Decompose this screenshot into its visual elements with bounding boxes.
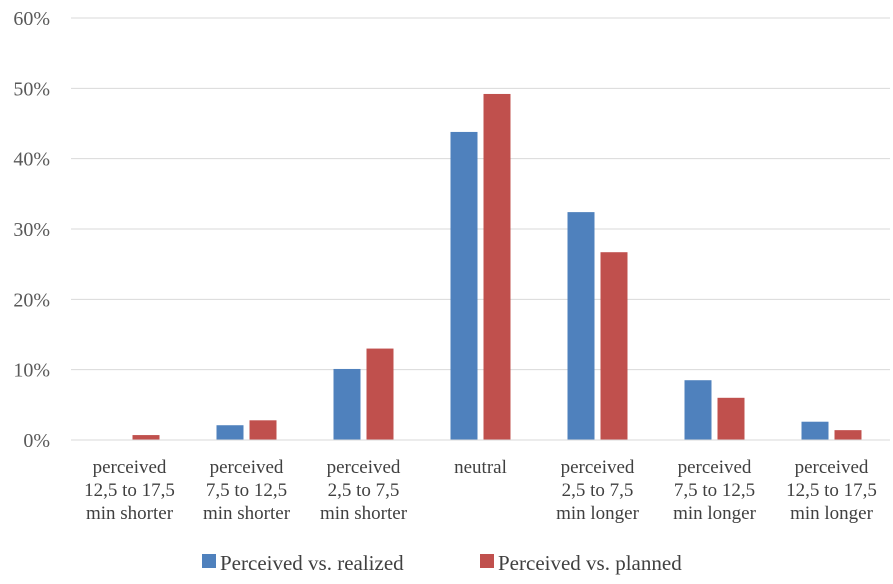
bar-series-1-category-5 <box>717 397 745 440</box>
bar-series-0-category-3 <box>450 131 478 440</box>
bar-series-0-category-6 <box>801 421 829 440</box>
x-category-label: perceived 2,5 to 7,5 min longer <box>556 457 640 524</box>
x-category-label-line: 2,5 to 7,5 <box>328 480 400 501</box>
x-category-label: perceived 12,5 to 17,5 min shorter <box>84 457 175 524</box>
y-tick-label: 50% <box>13 78 50 100</box>
x-category-label: perceived 7,5 to 12,5 min shorter <box>203 457 291 524</box>
bar-series-0-category-1 <box>216 425 244 440</box>
x-category-label-line: perceived <box>795 457 869 478</box>
x-category-label-line: 7,5 to 12,5 <box>674 480 755 501</box>
x-axis-category-labels: perceived 12,5 to 17,5 min shorterperceive… <box>84 457 877 524</box>
legend-label: Perceived vs. planned <box>498 551 682 575</box>
bar-series-1-category-0 <box>132 435 160 440</box>
x-category-label: perceived 7,5 to 12,5 min longer <box>673 457 757 524</box>
x-category-label-line: neutral <box>454 457 507 478</box>
y-tick-label: 40% <box>13 149 50 171</box>
x-category-label: perceived 2,5 to 7,5 min shorter <box>320 457 408 524</box>
x-category-label-line: min longer <box>790 503 874 524</box>
y-tick-label: 0% <box>23 430 50 452</box>
x-category-label-line: min longer <box>556 503 640 524</box>
y-axis-tick-labels: 0% 10% 20% 30% 40% 50% 60% <box>13 8 50 452</box>
bar-series-1-category-2 <box>366 348 394 440</box>
gridlines <box>71 17 890 371</box>
x-category-label-line: 2,5 to 7,5 <box>562 480 634 501</box>
x-category-label-line: perceived <box>678 457 752 478</box>
x-category-label-line: min longer <box>673 503 757 524</box>
y-tick-label: 20% <box>13 289 50 311</box>
x-category-label: perceived 12,5 to 17,5 min longer <box>786 457 877 524</box>
legend: Perceived vs. realized Perceived vs. plan… <box>202 551 682 575</box>
bar-series-0-category-4 <box>567 212 595 440</box>
legend-label: Perceived vs. realized <box>220 551 404 575</box>
x-category-label-line: 7,5 to 12,5 <box>206 480 287 501</box>
x-category-label-line: perceived <box>327 457 401 478</box>
x-category-label-line: perceived <box>210 457 284 478</box>
y-tick-label: 60% <box>13 8 50 30</box>
x-category-label-line: min shorter <box>320 503 408 524</box>
bar-series-1-category-6 <box>834 430 862 440</box>
bar-series-1-category-4 <box>600 252 628 440</box>
bar-series-1-category-3 <box>483 93 511 441</box>
x-category-label-line: perceived <box>561 457 635 478</box>
y-tick-label: 10% <box>13 360 50 382</box>
x-category-label-line: min shorter <box>86 503 174 524</box>
x-category-label-line: 12,5 to 17,5 <box>786 480 877 501</box>
x-category-label-line: min shorter <box>203 503 291 524</box>
bar-series-0-category-2 <box>333 368 361 440</box>
x-category-label-line: 12,5 to 17,5 <box>84 480 175 501</box>
bar-series-1-category-1 <box>249 420 277 440</box>
x-category-label-line: perceived <box>93 457 167 478</box>
y-tick-label: 30% <box>13 219 50 241</box>
bar-series-0-category-5 <box>684 380 712 440</box>
bars <box>132 93 862 441</box>
x-category-label: neutral <box>454 457 507 478</box>
legend-swatch <box>202 554 216 568</box>
legend-swatch <box>480 554 494 568</box>
